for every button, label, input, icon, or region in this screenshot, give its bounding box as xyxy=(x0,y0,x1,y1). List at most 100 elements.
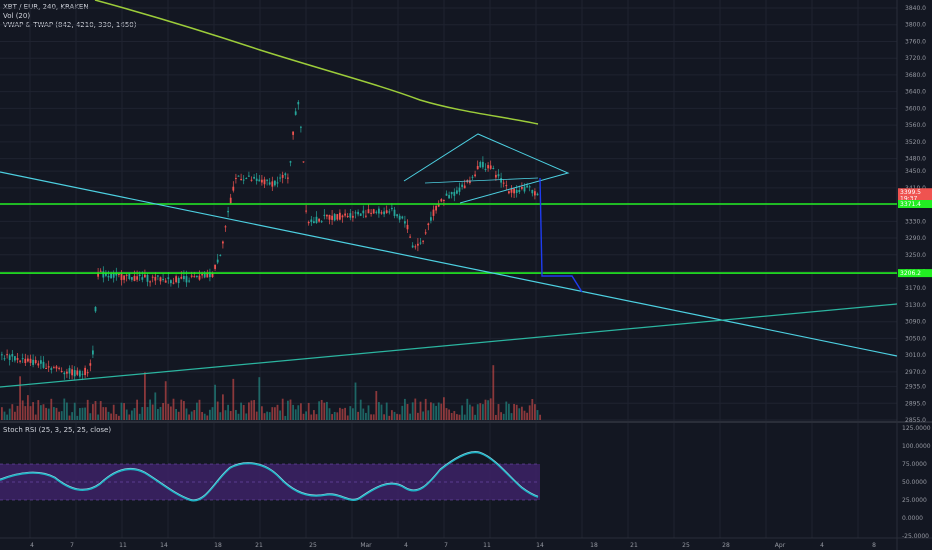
candle-body xyxy=(300,126,302,128)
volume-bar xyxy=(6,414,8,420)
volume-bar xyxy=(471,406,474,420)
candle-body xyxy=(536,193,539,196)
volume-bar xyxy=(318,401,320,420)
ascending-trendline[interactable] xyxy=(0,303,898,388)
candle-body xyxy=(404,221,406,224)
volume-bar xyxy=(263,413,266,420)
volume-bar xyxy=(458,414,461,420)
vwap-line xyxy=(94,0,539,125)
candle-body xyxy=(206,272,209,278)
candle-body xyxy=(430,217,432,221)
volume-bar xyxy=(427,410,430,420)
candle-body xyxy=(357,211,359,215)
candle-body xyxy=(167,277,170,280)
volume-bar xyxy=(224,410,227,420)
volume-bar xyxy=(183,401,185,420)
candle-body xyxy=(159,277,162,282)
candle-body xyxy=(401,216,404,219)
volume-bar xyxy=(253,400,255,420)
volume-bar xyxy=(203,413,206,420)
candle-body xyxy=(336,214,339,220)
volume-bar xyxy=(305,411,307,420)
candle-body xyxy=(414,246,417,248)
volume-legend[interactable]: Vol (20) xyxy=(3,12,31,20)
volume-bar xyxy=(287,400,289,420)
symbol-legend[interactable]: XBT / EUR, 240, KRAKEN xyxy=(3,3,89,11)
volume-bar xyxy=(237,413,240,420)
volume-bar xyxy=(55,407,58,420)
volume-bar xyxy=(289,399,292,420)
candle-body xyxy=(229,197,232,204)
candle-body xyxy=(79,370,81,377)
candle-body xyxy=(393,209,396,216)
candle-body xyxy=(203,273,206,278)
candle-body xyxy=(120,272,123,281)
candle-body xyxy=(172,282,175,284)
volume-bar xyxy=(125,409,128,420)
volume-bar xyxy=(349,406,352,420)
volume-bar xyxy=(172,398,175,420)
projection-path[interactable] xyxy=(539,177,583,293)
candle-body xyxy=(328,214,331,220)
candle-body xyxy=(437,203,440,207)
candle-body xyxy=(14,356,16,361)
volume-bar xyxy=(333,411,336,420)
candle-body xyxy=(125,274,128,276)
volume-bar xyxy=(107,411,110,420)
descending-trendline[interactable] xyxy=(0,171,898,357)
candle-body xyxy=(391,207,393,210)
candle-body xyxy=(253,176,255,179)
candle-body xyxy=(164,280,167,283)
volume-bar xyxy=(435,405,437,420)
triangle-pattern[interactable] xyxy=(403,133,570,204)
volume-bar xyxy=(120,402,123,420)
volume-bar xyxy=(367,405,370,420)
volume-bar xyxy=(536,410,539,420)
candle-body xyxy=(419,242,422,244)
candle-body xyxy=(263,179,266,185)
candle-body xyxy=(531,189,534,194)
volume-bar xyxy=(99,401,102,420)
candle-body xyxy=(42,361,45,368)
candle-body xyxy=(411,245,414,248)
candle-body xyxy=(133,275,136,281)
candle-body xyxy=(310,219,313,223)
volume-bar xyxy=(437,402,440,420)
volume-bar xyxy=(151,404,154,420)
volume-bar xyxy=(268,412,271,420)
volume-bar xyxy=(463,414,466,420)
volume-bar xyxy=(359,399,362,420)
stoch-axis-label: 25.0000 xyxy=(902,497,927,504)
price-axis-label: 3130.0 xyxy=(905,302,926,309)
volume-bar xyxy=(222,394,224,420)
volume-bar xyxy=(279,410,281,420)
volume-bar xyxy=(443,397,445,420)
candle-body xyxy=(505,185,508,187)
candle-body xyxy=(255,178,258,181)
volume-bar xyxy=(227,404,229,420)
candle-body xyxy=(128,273,131,279)
volume-bar xyxy=(92,404,94,420)
time-axis-label: Mar xyxy=(360,542,372,549)
candle-body xyxy=(232,186,235,191)
volume-bar xyxy=(84,407,86,420)
volume-bar xyxy=(157,408,159,420)
volume-bar xyxy=(242,405,245,420)
candle-body xyxy=(274,180,276,186)
candle-body xyxy=(21,358,24,360)
candle-body xyxy=(518,190,521,192)
volume-bar xyxy=(450,413,453,420)
volume-bar xyxy=(245,413,248,420)
candle-body xyxy=(281,174,284,178)
volume-bar xyxy=(102,407,105,420)
volume-bar xyxy=(175,408,177,420)
price-axis-label: 3680.0 xyxy=(905,72,926,79)
volume-bar xyxy=(250,400,253,420)
candle-body xyxy=(367,209,370,214)
stoch-axis-label: 125.0000 xyxy=(902,425,931,432)
volume-bar xyxy=(487,400,489,420)
volume-bar xyxy=(528,405,531,420)
stoch-rsi-legend[interactable]: Stoch RSI (25, 3, 25, 25, close) xyxy=(3,426,112,434)
volume-bar xyxy=(375,391,378,420)
